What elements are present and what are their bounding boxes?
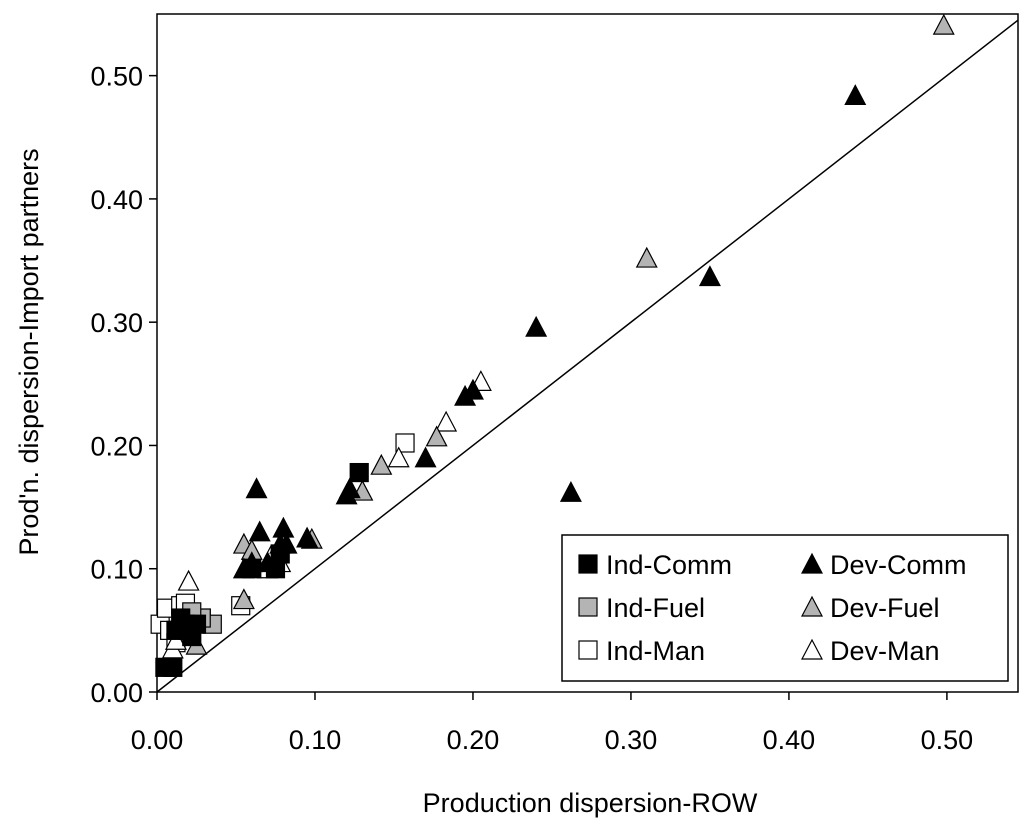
data-point (349, 462, 369, 483)
legend-marker (801, 552, 823, 574)
x-axis: 0.00 0.10 0.20 0.30 0.40 0.50 (131, 692, 973, 755)
data-point (272, 516, 295, 538)
plot-area (156, 13, 1019, 693)
data-point (245, 477, 268, 499)
x-tick-label: 0.20 (447, 725, 500, 755)
y-axis-title: Prod'n. dispersion-Import partners (14, 148, 44, 555)
data-point (370, 453, 393, 475)
legend-label: Dev-Comm (830, 550, 967, 580)
data-point (248, 520, 271, 542)
y-tick-label: 0.50 (90, 62, 143, 92)
legend-marker (578, 597, 598, 617)
data-point (525, 315, 548, 337)
data-point (559, 481, 582, 502)
legend-label: Ind-Man (606, 636, 705, 666)
data-point (844, 84, 867, 105)
legend: Ind-Comm Ind-Fuel Ind-Man Dev-Comm Dev-Fuel D… (561, 534, 1009, 682)
data-point (698, 265, 721, 287)
x-tick-label: 0.30 (605, 725, 658, 755)
data-point (296, 526, 319, 548)
legend-box (561, 534, 1009, 682)
data-point (387, 446, 410, 468)
y-tick-label: 0.40 (90, 185, 143, 215)
legend-label: Dev-Fuel (830, 593, 940, 623)
data-point (435, 410, 458, 432)
legend-label: Ind-Fuel (606, 593, 705, 623)
data-point (256, 551, 279, 573)
y-axis: 0.00 0.10 0.20 0.30 0.40 0.50 (90, 62, 157, 708)
data-point (275, 532, 298, 554)
data-point (414, 446, 437, 468)
data-point (163, 657, 183, 677)
legend-marker (578, 554, 598, 574)
reference-line (156, 19, 1019, 693)
data-point (338, 477, 361, 499)
legend-marker (578, 640, 598, 660)
x-tick-label: 0.50 (921, 725, 974, 755)
legend-label: Ind-Comm (606, 550, 732, 580)
data-point (461, 378, 484, 400)
series-dev-comm (232, 84, 867, 579)
data-points (150, 13, 955, 677)
data-point (240, 551, 263, 573)
y-tick-label: 0.20 (90, 431, 143, 461)
legend-label: Dev-Man (830, 636, 940, 666)
data-point (186, 614, 207, 634)
data-point (395, 433, 415, 453)
data-point (177, 569, 200, 591)
y-tick-label: 0.00 (90, 678, 143, 708)
x-tick-label: 0.40 (763, 725, 816, 755)
data-point (425, 425, 448, 447)
plot-border (156, 13, 1019, 693)
x-axis-title: Production dispersion-ROW (423, 788, 758, 818)
data-point (232, 588, 255, 610)
data-point (932, 13, 955, 35)
y-tick-label: 0.30 (90, 308, 143, 338)
x-tick-label: 0.10 (289, 725, 342, 755)
x-tick-label: 0.00 (131, 725, 184, 755)
y-tick-label: 0.10 (90, 555, 143, 585)
reference-line-layer (156, 19, 1019, 693)
legend-marker (801, 595, 823, 617)
legend-marker (801, 638, 823, 660)
data-point (635, 246, 658, 268)
